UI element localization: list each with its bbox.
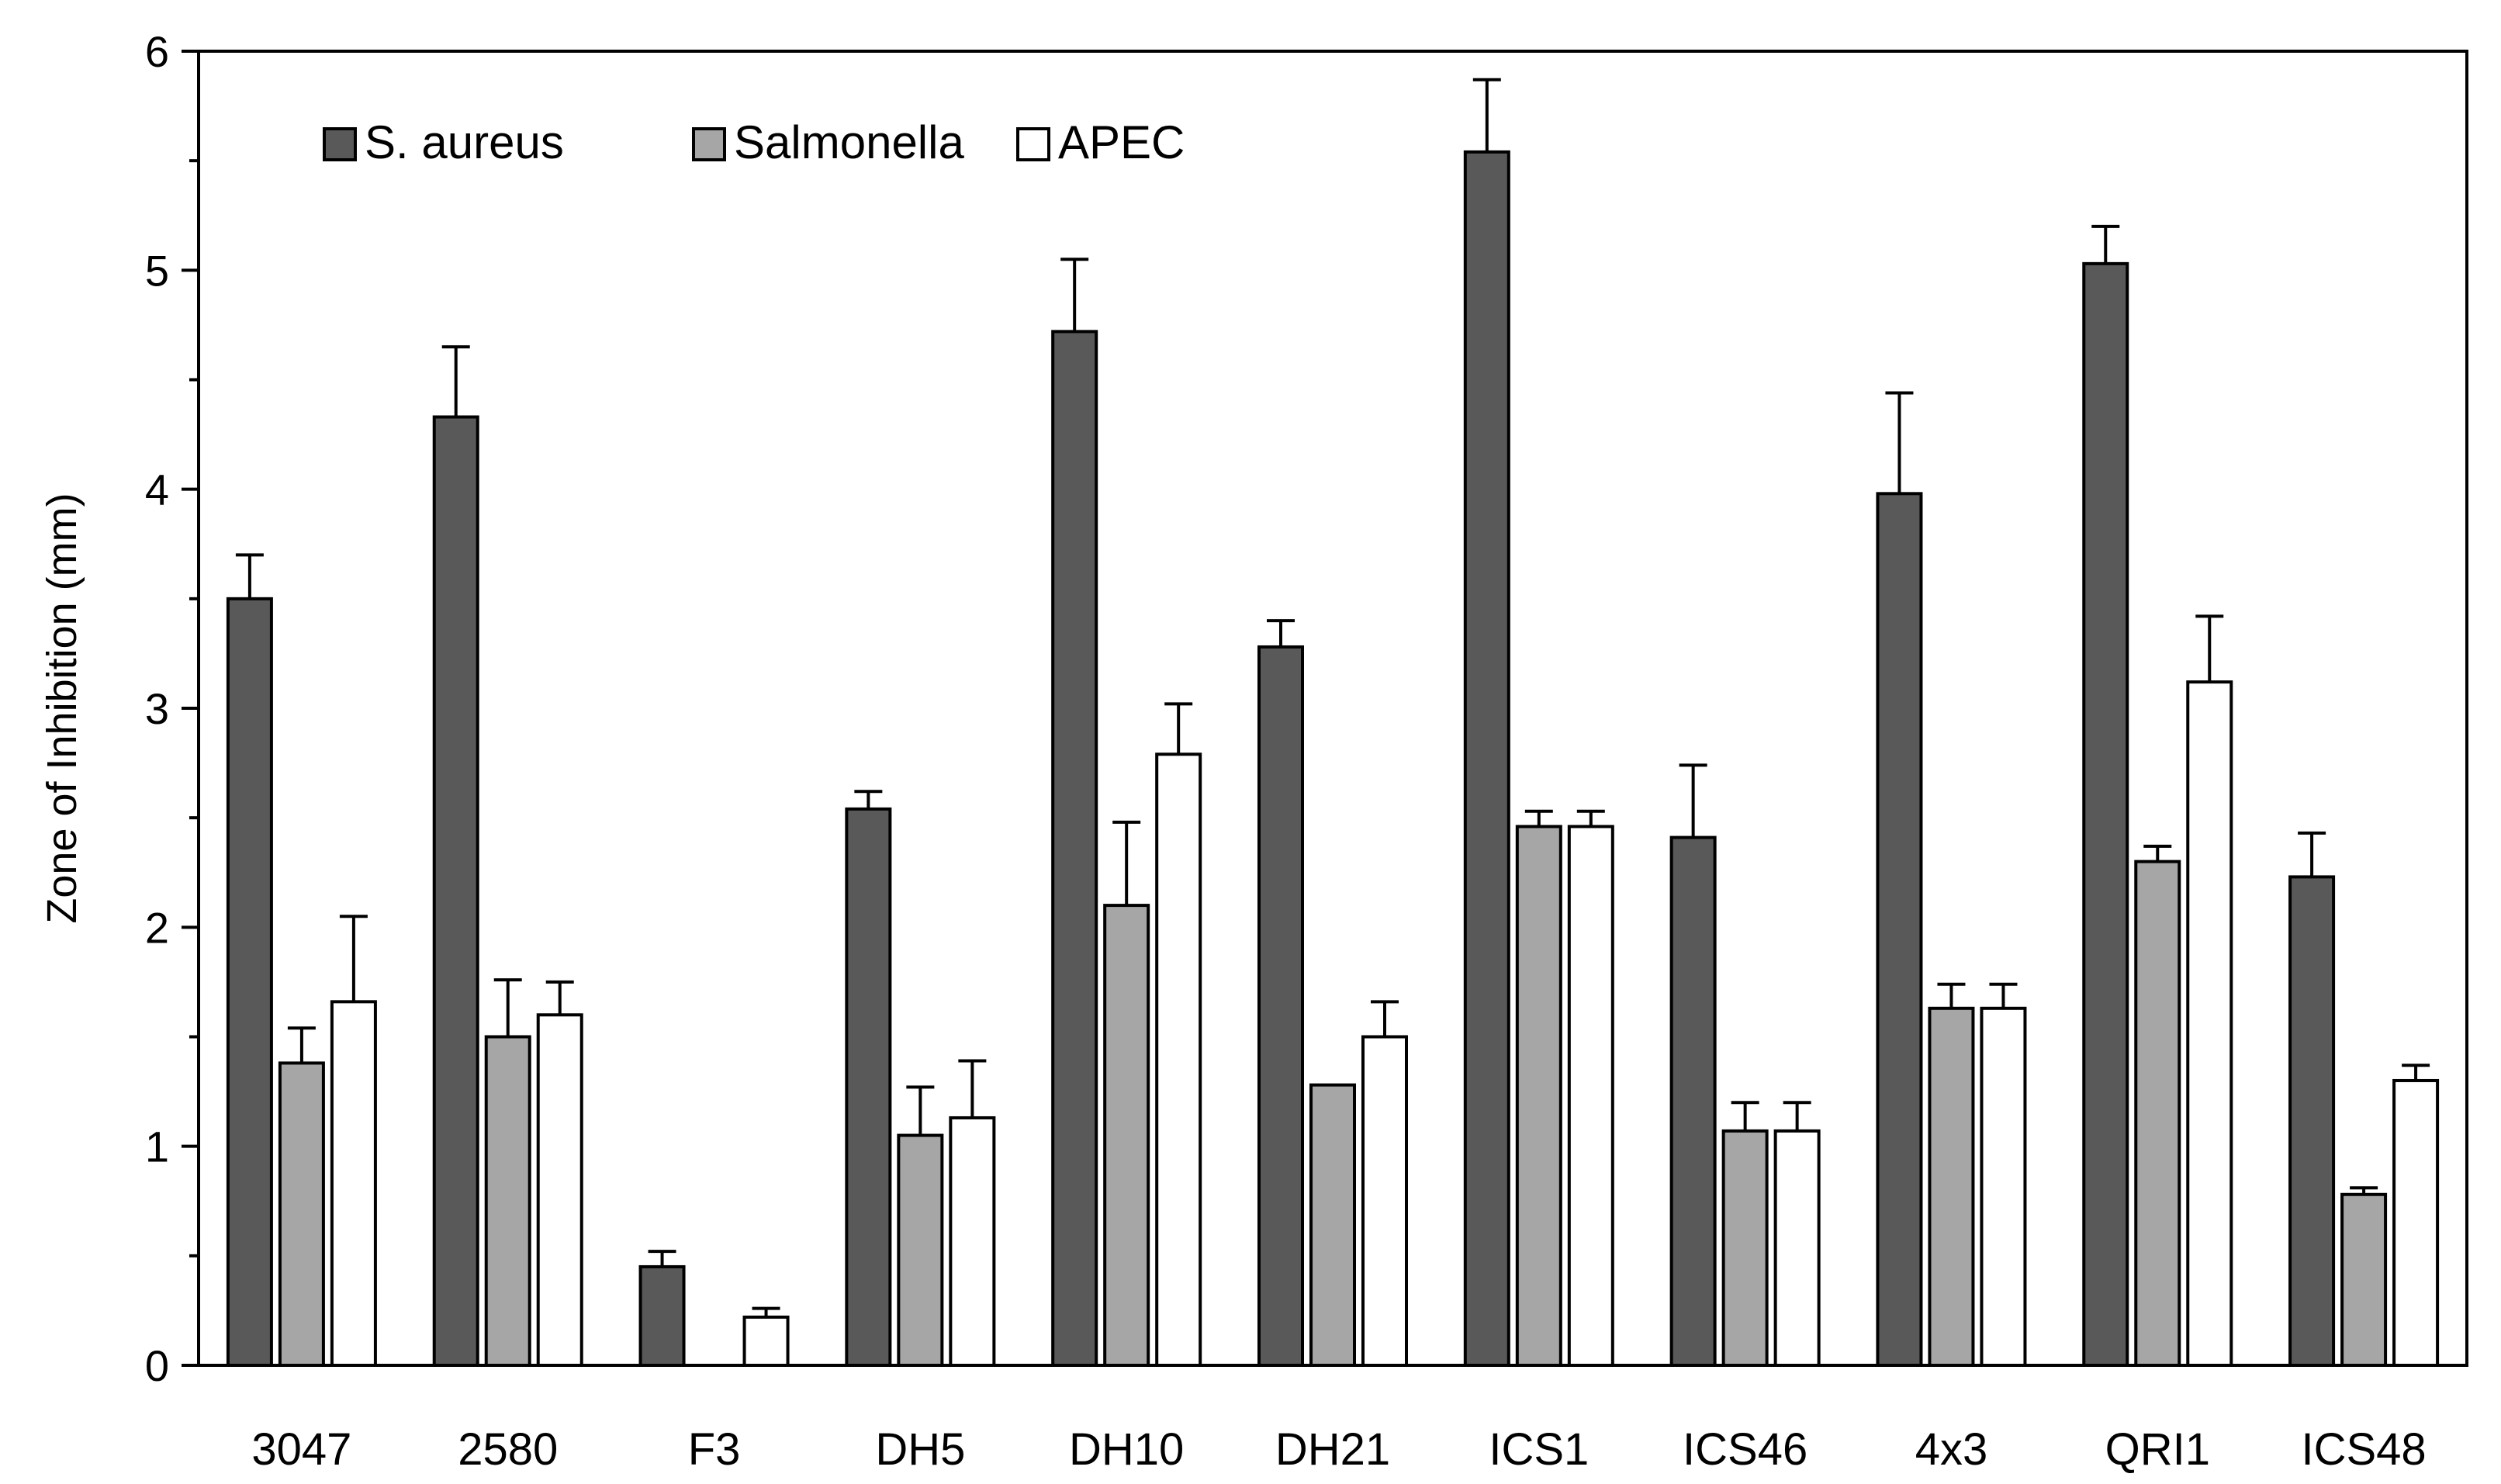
bar-s-aureus-2580 [432, 415, 479, 1367]
bar-s-aureus-f3 [638, 1264, 686, 1367]
y-tick-label: 6 [145, 27, 169, 76]
x-category-label: 4x3 [1915, 1424, 1988, 1475]
x-category-label: 3047 [251, 1424, 351, 1475]
bar-apec-dh5 [949, 1116, 996, 1368]
bars-layer [226, 150, 2440, 1368]
legend-swatch-apec [1016, 127, 1050, 161]
bar-s-aureus-dh10 [1051, 330, 1098, 1367]
y-tick-label: 5 [145, 246, 169, 295]
x-category-label: F3 [688, 1424, 741, 1475]
x-category-label: DH5 [875, 1424, 965, 1475]
bar-salmonella-ics1 [1515, 825, 1562, 1367]
bar-s-aureus-3047 [226, 597, 273, 1367]
bar-apec-3047 [330, 1000, 377, 1367]
y-tick-label: 2 [145, 903, 169, 952]
y-axis-title: Zone of Inhibition (mm) [39, 493, 85, 923]
bar-apec-f3 [742, 1315, 790, 1368]
bar-s-aureus-ics1 [1463, 150, 1510, 1368]
bar-apec-dh10 [1155, 752, 1202, 1367]
bar-salmonella-dh10 [1103, 904, 1150, 1367]
bar-salmonella-ics46 [1721, 1129, 1769, 1367]
y-axis: 0 1 2 3 4 5 6 [145, 27, 199, 1390]
x-category-label: QRI1 [2105, 1424, 2210, 1475]
y-tick-label: 3 [145, 684, 169, 733]
legend-swatch-s-aureus [323, 127, 357, 161]
legend-swatch-salmonella [692, 127, 726, 161]
bar-s-aureus-dh5 [845, 807, 892, 1367]
bar-s-aureus-ics46 [1669, 835, 1717, 1367]
x-category-label: DH10 [1069, 1424, 1184, 1475]
legend-label-s-aureus: S. aureus [365, 116, 564, 168]
bar-salmonella-qri1 [2134, 860, 2181, 1367]
bar-salmonella-dh21 [1309, 1083, 1356, 1367]
bar-salmonella-4x3 [1928, 1006, 1975, 1367]
legend-label-apec: APEC [1058, 116, 1185, 168]
bar-apec-4x3 [1980, 1006, 2027, 1367]
bar-salmonella-ics48 [2340, 1192, 2388, 1368]
y-tick-label: 4 [145, 465, 169, 514]
x-category-label: DH21 [1275, 1424, 1390, 1475]
bar-apec-ics46 [1773, 1129, 1821, 1367]
bar-salmonella-3047 [278, 1061, 325, 1367]
bar-apec-dh21 [1361, 1035, 1408, 1367]
bar-salmonella-dh5 [897, 1133, 944, 1368]
x-category-label: ICS48 [2301, 1424, 2426, 1475]
legend-label-salmonella: Salmonella [734, 116, 964, 168]
bar-s-aureus-4x3 [1876, 492, 1923, 1367]
bar-apec-qri1 [2186, 680, 2233, 1367]
legend: S. aureus Salmonella APEC [323, 116, 1185, 168]
bar-salmonella-2580 [484, 1035, 531, 1367]
bar-apec-2580 [536, 1013, 583, 1368]
bar-s-aureus-dh21 [1257, 645, 1304, 1367]
y-tick-label: 1 [145, 1123, 169, 1171]
x-axis: 3047 2580 F3 DH5 DH10 DH21 ICS1 ICS46 4x3 QRI1 ICS… [251, 1424, 2426, 1475]
x-category-label: ICS46 [1683, 1424, 1807, 1475]
bar-s-aureus-qri1 [2082, 261, 2129, 1368]
bar-apec-ics48 [2392, 1078, 2440, 1367]
x-category-label: 2580 [458, 1424, 558, 1475]
bar-apec-ics1 [1567, 825, 1614, 1367]
error-bars-layer [235, 78, 2430, 1317]
bar-s-aureus-ics48 [2288, 875, 2336, 1367]
y-tick-label: 0 [145, 1341, 169, 1390]
x-category-label: ICS1 [1489, 1424, 1589, 1475]
